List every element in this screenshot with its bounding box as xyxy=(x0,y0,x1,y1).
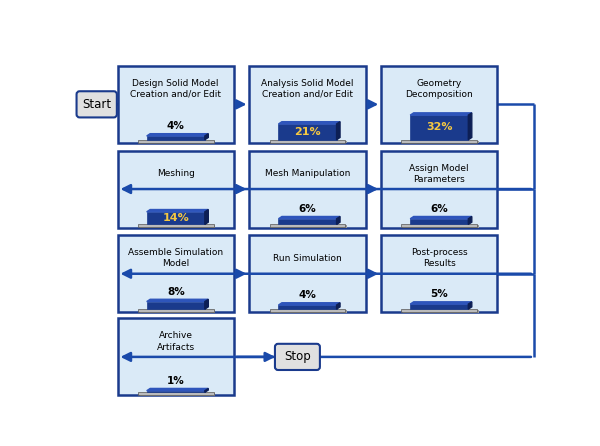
FancyBboxPatch shape xyxy=(275,344,320,370)
Polygon shape xyxy=(410,113,472,115)
Bar xyxy=(140,225,215,228)
Bar xyxy=(401,140,477,143)
Bar xyxy=(140,310,215,313)
Bar xyxy=(118,151,234,227)
Polygon shape xyxy=(469,113,472,140)
Text: Meshing: Meshing xyxy=(157,169,194,178)
Text: 6%: 6% xyxy=(299,204,316,214)
FancyBboxPatch shape xyxy=(77,91,117,117)
Bar xyxy=(270,309,345,312)
Bar xyxy=(138,140,214,143)
Bar xyxy=(381,151,497,227)
Polygon shape xyxy=(337,122,340,140)
Text: Archive
Artifacts: Archive Artifacts xyxy=(157,331,195,351)
Bar xyxy=(146,212,205,224)
Polygon shape xyxy=(410,302,472,304)
Bar xyxy=(146,391,205,392)
Bar xyxy=(250,66,365,143)
Bar xyxy=(410,219,469,224)
Text: 4%: 4% xyxy=(299,290,316,301)
Text: Post-process
Results: Post-process Results xyxy=(411,248,467,268)
Text: 4%: 4% xyxy=(167,121,185,132)
Text: Run Simulation: Run Simulation xyxy=(273,254,342,263)
Bar xyxy=(140,140,215,144)
Bar xyxy=(278,219,337,224)
Bar xyxy=(118,235,234,312)
Bar xyxy=(410,115,469,140)
Text: Start: Start xyxy=(82,98,111,111)
Text: 8%: 8% xyxy=(167,287,185,297)
Polygon shape xyxy=(337,303,340,309)
Polygon shape xyxy=(205,299,208,309)
Text: 1%: 1% xyxy=(167,376,185,386)
Text: 21%: 21% xyxy=(294,127,321,137)
Text: Assemble Simulation
Model: Assemble Simulation Model xyxy=(128,248,223,268)
Text: Geometry
Decomposition: Geometry Decomposition xyxy=(406,79,473,99)
Bar xyxy=(278,124,337,140)
Text: Analysis Solid Model
Creation and/or Edit: Analysis Solid Model Creation and/or Edi… xyxy=(261,79,354,99)
Bar xyxy=(401,224,477,227)
Text: 14%: 14% xyxy=(163,213,189,223)
Bar xyxy=(146,301,205,309)
Bar xyxy=(403,310,479,313)
Bar xyxy=(270,224,345,227)
Bar xyxy=(270,140,345,143)
Bar xyxy=(140,393,215,396)
Polygon shape xyxy=(278,216,340,219)
Polygon shape xyxy=(146,388,208,391)
Polygon shape xyxy=(205,388,208,392)
Bar xyxy=(138,392,214,395)
Text: Stop: Stop xyxy=(284,351,311,363)
Polygon shape xyxy=(278,303,340,305)
Bar xyxy=(271,140,347,144)
Text: 32%: 32% xyxy=(426,123,452,132)
Polygon shape xyxy=(469,302,472,309)
Polygon shape xyxy=(278,122,340,124)
Bar xyxy=(381,66,497,143)
Bar xyxy=(146,136,205,140)
Polygon shape xyxy=(146,210,208,212)
Bar xyxy=(271,225,347,228)
Polygon shape xyxy=(146,134,208,136)
Text: 6%: 6% xyxy=(430,204,448,214)
Text: Mesh Manipulation: Mesh Manipulation xyxy=(265,169,350,178)
Bar xyxy=(118,318,234,396)
Bar xyxy=(250,151,365,227)
Polygon shape xyxy=(205,134,208,140)
Bar xyxy=(403,225,479,228)
Bar xyxy=(410,304,469,309)
Bar xyxy=(118,66,234,143)
Bar xyxy=(250,235,365,312)
Bar xyxy=(271,310,347,313)
Text: Design Solid Model
Creation and/or Edit: Design Solid Model Creation and/or Edit xyxy=(130,79,221,99)
Bar xyxy=(138,224,214,227)
Polygon shape xyxy=(146,299,208,301)
Text: Assign Model
Parameters: Assign Model Parameters xyxy=(409,164,469,184)
Bar xyxy=(138,309,214,312)
Bar xyxy=(401,309,477,312)
Polygon shape xyxy=(205,210,208,224)
Polygon shape xyxy=(337,216,340,224)
Bar xyxy=(381,235,497,312)
Bar xyxy=(403,140,479,144)
Bar xyxy=(278,305,337,309)
Text: 5%: 5% xyxy=(430,289,448,299)
Polygon shape xyxy=(410,216,472,219)
Polygon shape xyxy=(469,216,472,224)
